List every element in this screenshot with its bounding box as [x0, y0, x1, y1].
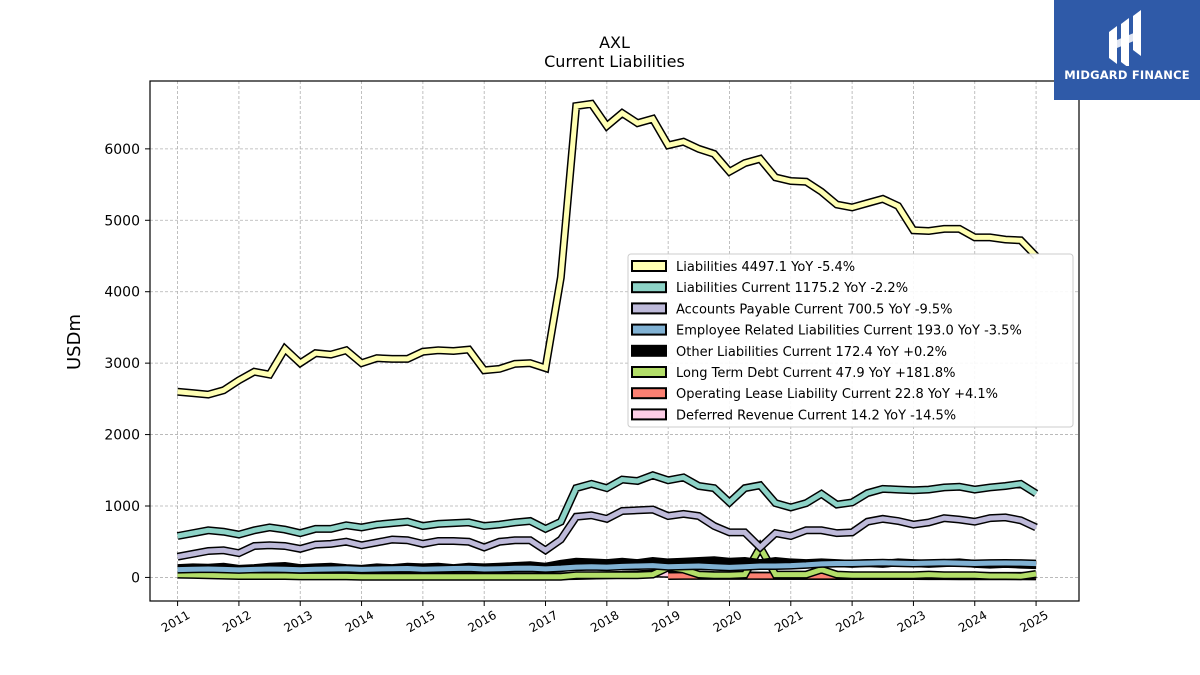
y-axis-label: USDm — [64, 314, 85, 370]
y-tick-label: 4000 — [104, 285, 140, 301]
legend-item: Other Liabilities Current 172.4 YoY +0.2… — [631, 344, 947, 360]
legend-swatch — [631, 408, 667, 421]
series-line — [177, 560, 1037, 573]
legend-swatch — [631, 323, 667, 336]
legend-box — [627, 253, 1074, 428]
y-tick-label: 0 — [131, 570, 140, 586]
x-tick-label: 2020 — [711, 608, 744, 635]
x-tick-label: 2016 — [465, 608, 498, 635]
y-tick-label: 1000 — [104, 499, 140, 515]
legend-label: Liabilities 4497.1 YoY -5.4% — [676, 260, 855, 275]
x-tick-label: 2022 — [833, 608, 866, 635]
legend-label: Accounts Payable Current 700.5 YoY -9.5% — [676, 302, 953, 317]
x-tick-label: 2012 — [220, 608, 253, 635]
x-tick-label: 2015 — [404, 608, 437, 635]
series-line — [177, 101, 1038, 398]
series-lines — [176, 99, 1039, 581]
series-long-term-debt-current — [177, 539, 1037, 581]
legend-item: Long Term Debt Current 47.9 YoY +181.8% — [631, 366, 955, 381]
midgard-finance-logo: MIDGARD FINANCE — [1054, 0, 1200, 100]
legend-swatch — [631, 302, 667, 315]
legend: Liabilities 4497.1 YoY -5.4% Liabilities … — [627, 253, 1074, 428]
x-tick-label: 2019 — [649, 608, 682, 635]
series-accounts-payable-current — [176, 505, 1038, 561]
y-tick-label: 2000 — [104, 428, 140, 444]
series-liabilities-current — [176, 471, 1039, 540]
x-tick-label: 2013 — [282, 608, 315, 635]
series-line — [177, 542, 1037, 580]
series-line — [177, 472, 1038, 539]
y-tick-label: 3000 — [104, 356, 140, 372]
legend-swatch — [631, 281, 667, 294]
y-tick-label: 6000 — [104, 142, 140, 158]
legend-item: Employee Related Liabilities Current 193… — [631, 323, 1022, 339]
midgard-logo-icon — [1109, 10, 1141, 66]
legend-swatch — [631, 260, 667, 272]
legend-item: Liabilities 4497.1 YoY -5.4% — [631, 260, 855, 275]
series-liabilities — [177, 99, 1039, 399]
legend-item: Operating Lease Liability Current 22.8 Y… — [631, 387, 998, 402]
legend-swatch — [631, 387, 667, 400]
plot-frame — [149, 80, 1080, 602]
x-tick-label: 2025 — [1017, 608, 1050, 635]
legend-label: Employee Related Liabilities Current 193… — [676, 324, 1022, 339]
legend-label: Deferred Revenue Current 14.2 YoY -14.5% — [676, 408, 956, 423]
x-tick-label: 2018 — [588, 608, 621, 635]
legend-item: Liabilities Current 1175.2 YoY -2.2% — [631, 281, 908, 296]
legend-label: Long Term Debt Current 47.9 YoY +181.8% — [676, 366, 955, 381]
chart-subtitle: Current Liabilities — [544, 52, 685, 71]
legend-item: Accounts Payable Current 700.5 YoY -9.5% — [631, 302, 953, 317]
legend-swatch — [631, 366, 667, 378]
x-tick-label: 2011 — [159, 608, 192, 635]
legend-label: Liabilities Current 1175.2 YoY -2.2% — [676, 281, 908, 296]
legend-label: Operating Lease Liability Current 22.8 Y… — [676, 387, 998, 402]
legend-item: Deferred Revenue Current 14.2 YoY -14.5% — [631, 408, 956, 423]
x-tick-label: 2017 — [527, 608, 560, 635]
x-tick-label: 2024 — [956, 608, 989, 635]
series-line — [177, 507, 1038, 560]
legend-swatch — [631, 344, 667, 357]
legend-label: Other Liabilities Current 172.4 YoY +0.2… — [676, 345, 947, 360]
chart-title: AXL — [599, 33, 630, 52]
series-employee-related-liabilities-current — [177, 558, 1037, 574]
x-tick-label: 2023 — [895, 608, 928, 635]
x-tick-label: 2021 — [772, 608, 805, 635]
y-tick-label: 5000 — [104, 213, 140, 229]
x-tick-label: 2014 — [343, 608, 376, 635]
logo-text: MIDGARD FINANCE — [1064, 68, 1190, 82]
